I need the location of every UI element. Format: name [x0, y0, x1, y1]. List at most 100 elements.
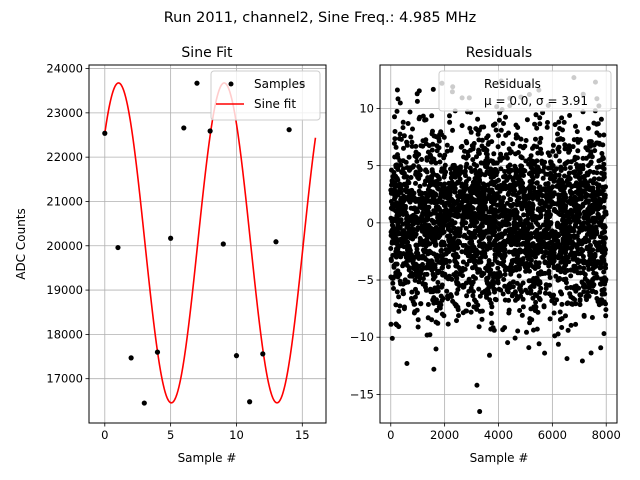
residual-point — [427, 179, 433, 185]
residual-point — [516, 195, 521, 201]
sine-fit-y-tick-label: 24000 — [46, 62, 83, 76]
residual-point — [444, 142, 450, 148]
residual-point — [557, 317, 563, 323]
residual-point — [413, 143, 419, 149]
residual-point — [598, 345, 604, 351]
residual-point — [595, 259, 601, 265]
residual-point — [540, 254, 546, 260]
residual-point — [483, 243, 489, 249]
residual-point — [518, 166, 524, 172]
residual-point — [527, 316, 533, 322]
residual-point — [531, 276, 537, 281]
residual-point — [425, 251, 431, 257]
residual-point — [519, 312, 525, 318]
residual-point — [419, 157, 425, 162]
residual-point — [424, 192, 430, 197]
residual-point — [586, 208, 592, 214]
residual-point — [472, 223, 477, 229]
residual-point — [431, 133, 437, 139]
residual-point — [398, 136, 404, 142]
residual-point — [447, 113, 452, 119]
residual-point — [388, 190, 394, 196]
residual-point — [390, 235, 396, 240]
residual-point — [583, 181, 589, 187]
residual-point — [543, 290, 548, 296]
residuals-x-axis-label: Sample # — [470, 451, 529, 465]
residual-point — [455, 245, 461, 251]
residual-point — [564, 239, 570, 245]
residual-point — [601, 331, 607, 337]
residual-point — [488, 158, 494, 164]
residual-point — [533, 136, 538, 142]
residual-point — [441, 134, 447, 140]
residual-point — [479, 308, 485, 314]
residual-point — [576, 237, 582, 243]
residual-point — [592, 217, 598, 223]
residual-point — [575, 257, 581, 263]
residual-point — [423, 237, 429, 243]
residual-point — [502, 272, 508, 277]
residual-point — [496, 274, 502, 280]
residual-point — [416, 256, 422, 261]
residual-point — [544, 219, 549, 225]
residual-point — [539, 158, 545, 164]
residual-point — [445, 293, 450, 299]
residuals-legend-label-line2: μ = 0.0, σ = 3.91 — [484, 94, 588, 108]
residual-point — [415, 317, 421, 323]
residual-point — [524, 117, 530, 123]
residual-point — [401, 181, 407, 187]
residual-point — [540, 193, 546, 199]
residual-point — [392, 194, 398, 200]
residual-point — [576, 170, 582, 176]
residual-outlier-point — [477, 409, 483, 415]
residual-point — [442, 162, 448, 168]
residual-point — [546, 268, 552, 274]
residual-point — [465, 198, 470, 204]
residual-point — [495, 278, 501, 284]
residual-point — [413, 286, 418, 292]
residual-point — [584, 232, 590, 237]
residual-point — [457, 213, 462, 219]
residual-point — [455, 287, 461, 293]
residual-point — [513, 151, 518, 157]
residual-point — [574, 206, 580, 211]
residual-point — [537, 289, 543, 295]
residual-point — [472, 297, 477, 303]
residual-point — [525, 204, 531, 210]
residual-point — [490, 199, 496, 205]
residual-point — [514, 294, 520, 299]
residual-point — [406, 267, 412, 273]
residual-point — [395, 268, 401, 274]
residual-point — [553, 273, 559, 279]
residual-point — [484, 292, 489, 298]
residual-point — [571, 228, 577, 234]
residual-point — [394, 108, 400, 114]
residual-point — [544, 225, 550, 231]
residual-point — [547, 245, 553, 251]
residual-point — [501, 195, 507, 201]
residual-point — [494, 191, 500, 197]
legend-sine-fit-label: Sine fit — [254, 97, 296, 111]
residual-point — [498, 127, 504, 133]
residual-point — [556, 172, 562, 178]
residual-point — [434, 308, 440, 313]
residual-point — [464, 262, 470, 267]
residual-point — [517, 257, 523, 263]
residual-point — [537, 121, 543, 127]
residual-point — [468, 194, 474, 200]
residual-point — [540, 175, 546, 181]
residual-point — [559, 325, 565, 330]
residual-point — [424, 264, 430, 270]
sample-point — [154, 349, 161, 355]
residuals-x-tick-label: 4000 — [484, 428, 513, 442]
residual-point — [472, 197, 477, 203]
residual-point — [589, 315, 595, 320]
residual-point — [593, 181, 599, 187]
residual-point — [500, 291, 506, 297]
residual-point — [531, 281, 537, 287]
residual-point — [528, 306, 534, 312]
residual-point — [535, 150, 541, 156]
residual-point — [573, 222, 578, 228]
residual-point — [526, 345, 532, 351]
residual-point — [562, 173, 567, 179]
